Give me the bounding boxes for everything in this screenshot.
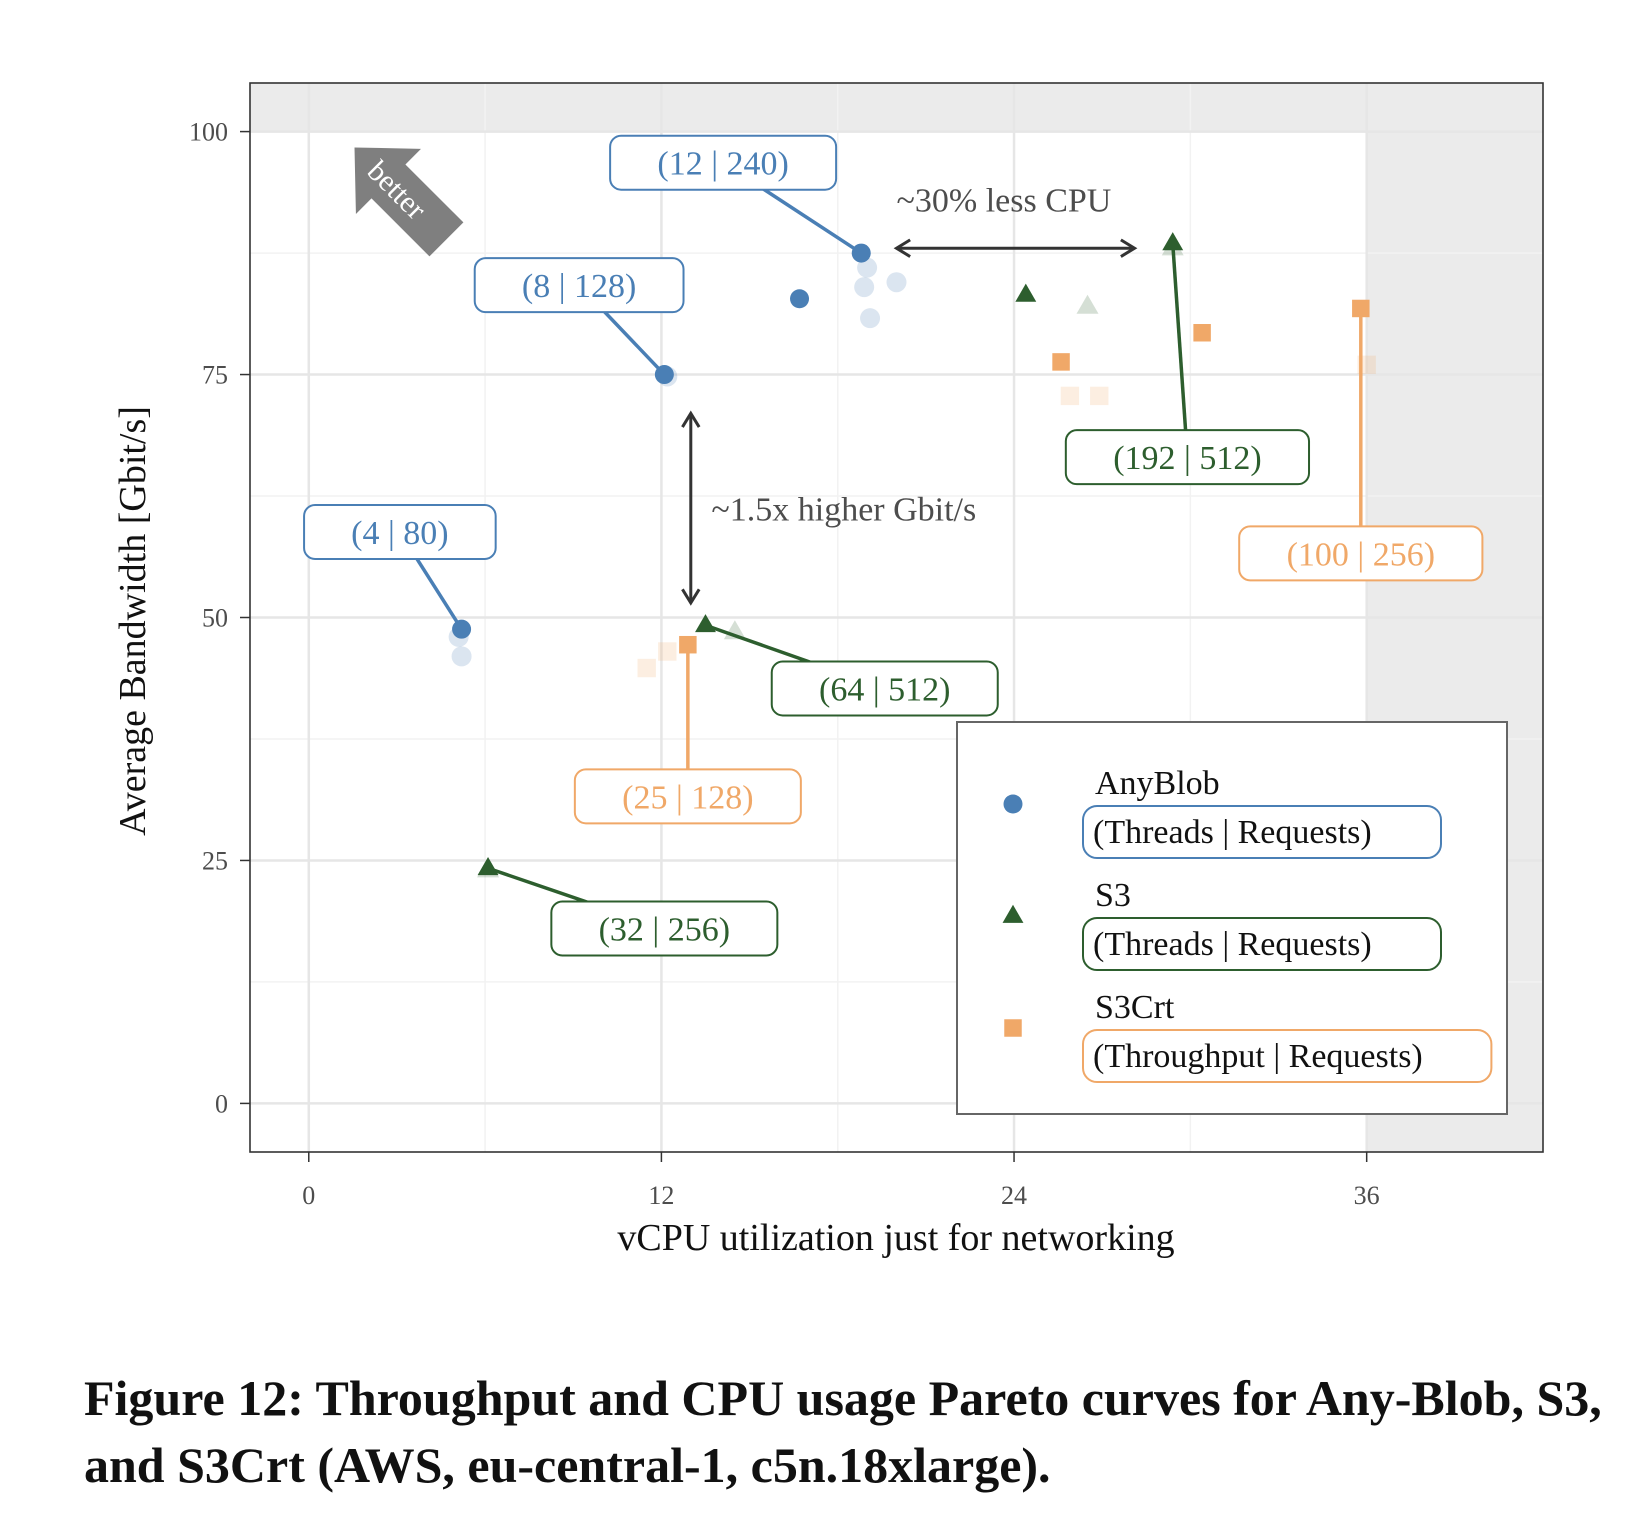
y-tick-label: 100 xyxy=(189,118,228,147)
data-point-s3crt xyxy=(1193,324,1211,342)
x-tick-label: 24 xyxy=(1001,1181,1027,1210)
faded-point-anyblob xyxy=(857,257,878,278)
x-tick-label: 12 xyxy=(648,1181,674,1210)
figure-caption: Figure 12: Throughput and CPU usage Pare… xyxy=(84,1370,1602,1493)
legend-key-s3 xyxy=(1002,904,1024,923)
point-label-text: (32 | 256) xyxy=(599,911,730,948)
point-label-text: (100 | 256) xyxy=(1287,536,1435,573)
data-points xyxy=(452,232,1370,876)
legend-entry-subtitle: (Threads | Requests) xyxy=(1093,814,1372,851)
data-point-s3crt xyxy=(1352,299,1370,318)
point-label-box xyxy=(303,503,497,560)
point-label-text: (192 | 512) xyxy=(1113,440,1261,477)
data-point-s3 xyxy=(1162,232,1184,251)
legend: AnyBlob (Threads | Requests) S3 (Threads | … xyxy=(956,721,1508,1115)
y-tick-label: 50 xyxy=(202,604,228,633)
x-tick-label: 0 xyxy=(302,1181,315,1210)
x-tick-label: 36 xyxy=(1354,1181,1380,1210)
data-point-s3crt xyxy=(1052,353,1070,371)
point-labels: (4 | 80) (8 | 128) (12 | 240) (32 | 256) (64… xyxy=(303,134,1484,957)
double-arrow-head xyxy=(681,410,701,428)
data-point-anyblob xyxy=(654,365,674,385)
better-arrow-shape xyxy=(354,147,464,257)
axis-ticks: 0 12 24 36 0 25 50 75 100 xyxy=(189,118,1380,1210)
data-point-s3 xyxy=(695,614,716,633)
y-tick-label: 75 xyxy=(202,361,228,390)
legend-entry-title: S3Crt xyxy=(1095,989,1175,1026)
point-label-text: (12 | 240) xyxy=(657,146,788,183)
point-label-box xyxy=(1238,525,1484,582)
faded-point-anyblob xyxy=(451,646,472,667)
legend-entry-frame xyxy=(1082,805,1442,859)
point-label-box xyxy=(1064,429,1311,486)
point-label-box xyxy=(473,257,685,314)
data-point-s3 xyxy=(1015,283,1037,302)
point-label-box xyxy=(770,660,999,717)
better-arrow xyxy=(354,147,464,257)
point-label-box xyxy=(573,768,802,825)
y-axis-title: Average Bandwidth [Gbit/s] xyxy=(112,406,154,836)
faded-point-s3crt xyxy=(637,658,656,678)
faded-point-s3 xyxy=(1076,294,1099,314)
y-tick-label: 25 xyxy=(202,846,228,875)
legend-key-s3crt xyxy=(1004,1019,1022,1037)
point-label-text: (25 | 128) xyxy=(622,779,753,816)
faded-point-s3crt xyxy=(1060,386,1080,406)
double-arrow-head xyxy=(681,588,701,606)
legend-key-anyblob xyxy=(1003,794,1023,814)
point-label-box xyxy=(609,134,838,191)
legend-entry-title: AnyBlob xyxy=(1095,765,1220,802)
point-label-text: (64 | 512) xyxy=(819,671,950,708)
data-point-s3crt xyxy=(679,635,697,654)
faded-point-anyblob xyxy=(854,277,875,298)
label-leader-line xyxy=(1170,243,1190,458)
shaded-region xyxy=(250,83,1543,132)
data-point-anyblob xyxy=(851,243,871,263)
faded-point-anyblob xyxy=(886,272,907,293)
annotation-text: ~1.5x higher Gbit/s xyxy=(711,492,976,529)
annotation-text: ~30% less CPU xyxy=(897,183,1112,220)
point-label-box xyxy=(550,900,779,957)
double-arrow-head xyxy=(893,238,911,258)
double-arrow-head xyxy=(1120,238,1138,258)
data-point-s3 xyxy=(477,857,499,876)
legend-entry-subtitle: (Threads | Requests) xyxy=(1093,926,1372,963)
legend-entry-frame xyxy=(1082,1029,1493,1083)
faded-point-s3crt xyxy=(1090,386,1109,406)
legend-entry-frame xyxy=(1082,917,1442,971)
y-tick-label: 0 xyxy=(215,1089,228,1118)
x-axis-title: vCPU utilization just for networking xyxy=(617,1217,1174,1259)
faded-point-s3crt xyxy=(658,642,677,661)
point-label-text: (4 | 80) xyxy=(351,515,448,552)
legend-entry-subtitle: (Throughput | Requests) xyxy=(1093,1038,1423,1075)
data-point-anyblob xyxy=(452,619,472,639)
data-point-anyblob xyxy=(790,289,810,309)
point-label-text: (8 | 128) xyxy=(522,268,636,305)
legend-entry-title: S3 xyxy=(1095,877,1131,914)
faded-point-anyblob xyxy=(860,308,881,329)
